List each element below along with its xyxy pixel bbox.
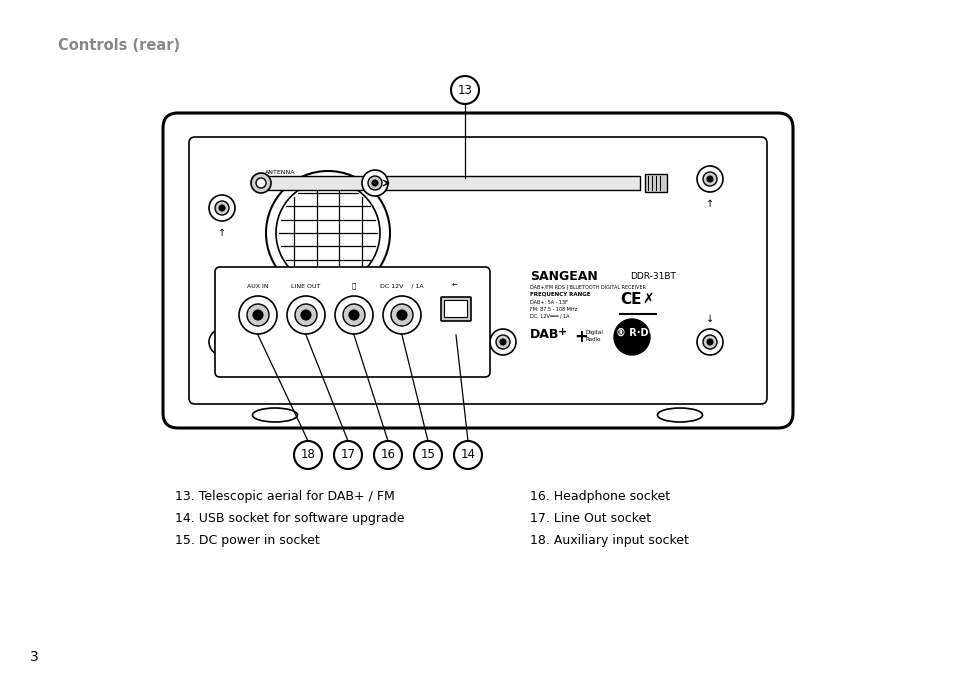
- Text: ←: ←: [452, 282, 459, 288]
- Circle shape: [396, 310, 407, 320]
- Circle shape: [361, 170, 388, 196]
- Text: ↓: ↓: [217, 314, 226, 324]
- Text: 18: 18: [300, 448, 315, 462]
- Text: +: +: [574, 328, 587, 346]
- Circle shape: [496, 335, 510, 349]
- Circle shape: [372, 180, 377, 186]
- FancyBboxPatch shape: [189, 137, 766, 404]
- Text: ANTENNA: ANTENNA: [265, 170, 295, 174]
- FancyBboxPatch shape: [214, 267, 490, 377]
- FancyBboxPatch shape: [440, 297, 471, 321]
- Circle shape: [247, 304, 269, 326]
- Circle shape: [209, 329, 234, 355]
- Text: LINE OUT: LINE OUT: [291, 284, 320, 289]
- Circle shape: [490, 329, 516, 355]
- Text: SANGEAN: SANGEAN: [530, 270, 598, 283]
- Bar: [644, 174, 666, 192]
- Bar: [263, 176, 639, 190]
- Circle shape: [454, 441, 481, 469]
- Circle shape: [294, 441, 322, 469]
- Text: FREQUENCY RANGE: FREQUENCY RANGE: [530, 292, 590, 297]
- Circle shape: [275, 181, 379, 285]
- Circle shape: [614, 319, 649, 355]
- Circle shape: [697, 166, 722, 192]
- Text: ✗: ✗: [641, 292, 653, 306]
- Text: DDR-31BT: DDR-31BT: [629, 272, 675, 281]
- Text: DC 12V    / 1A: DC 12V / 1A: [380, 284, 423, 289]
- Circle shape: [287, 296, 325, 334]
- Text: 17: 17: [340, 448, 355, 462]
- Circle shape: [697, 329, 722, 355]
- Text: 3: 3: [30, 650, 39, 664]
- Circle shape: [702, 335, 717, 349]
- Circle shape: [209, 195, 234, 221]
- Text: 15: 15: [420, 448, 435, 462]
- Text: ↑: ↑: [705, 199, 713, 209]
- Circle shape: [368, 176, 381, 190]
- Circle shape: [414, 441, 441, 469]
- FancyBboxPatch shape: [444, 301, 467, 318]
- FancyBboxPatch shape: [163, 113, 792, 428]
- Text: 15. DC power in socket: 15. DC power in socket: [174, 534, 319, 547]
- Circle shape: [253, 310, 263, 320]
- Text: DC: 12V═══ / 1A: DC: 12V═══ / 1A: [530, 314, 569, 319]
- Circle shape: [343, 304, 365, 326]
- Circle shape: [335, 296, 373, 334]
- Ellipse shape: [253, 408, 297, 422]
- Circle shape: [266, 171, 390, 295]
- Circle shape: [214, 335, 229, 349]
- Text: 18. Auxiliary input socket: 18. Auxiliary input socket: [530, 534, 688, 547]
- Circle shape: [294, 304, 316, 326]
- Text: AUX IN: AUX IN: [247, 284, 269, 289]
- Circle shape: [499, 339, 505, 345]
- Circle shape: [702, 172, 717, 186]
- Circle shape: [334, 441, 361, 469]
- Ellipse shape: [657, 408, 701, 422]
- Circle shape: [391, 304, 413, 326]
- Circle shape: [374, 441, 401, 469]
- Circle shape: [251, 173, 271, 193]
- Circle shape: [219, 205, 225, 211]
- Circle shape: [706, 176, 712, 182]
- Text: CE: CE: [619, 292, 640, 307]
- Text: 16: 16: [380, 448, 395, 462]
- Circle shape: [382, 296, 420, 334]
- Circle shape: [706, 339, 712, 345]
- Text: ↑: ↑: [217, 228, 226, 238]
- Circle shape: [349, 310, 358, 320]
- Text: 14. USB socket for software upgrade: 14. USB socket for software upgrade: [174, 512, 404, 525]
- Text: +: +: [558, 327, 567, 337]
- Circle shape: [239, 296, 276, 334]
- Text: ↓: ↓: [705, 314, 713, 324]
- Text: 13: 13: [457, 83, 472, 96]
- Circle shape: [451, 76, 478, 104]
- Text: DAB+/FM RDS | BLUETOOTH DIGITAL RECEIVER: DAB+/FM RDS | BLUETOOTH DIGITAL RECEIVER: [530, 284, 645, 289]
- Circle shape: [301, 310, 311, 320]
- Circle shape: [255, 178, 266, 188]
- Text: 13. Telescopic aerial for DAB+ / FM: 13. Telescopic aerial for DAB+ / FM: [174, 490, 395, 503]
- Text: FM: 87.5 - 108 MHz: FM: 87.5 - 108 MHz: [530, 307, 577, 312]
- Text: 14: 14: [460, 448, 475, 462]
- Text: Controls (rear): Controls (rear): [58, 38, 180, 53]
- Text: 17. Line Out socket: 17. Line Out socket: [530, 512, 651, 525]
- Text: DAB+: 5A - 13F: DAB+: 5A - 13F: [530, 300, 567, 305]
- Circle shape: [214, 201, 229, 215]
- Text: ® R·D·S: ® R·D·S: [616, 328, 659, 338]
- Text: Digital
Radio: Digital Radio: [585, 330, 603, 342]
- Circle shape: [219, 339, 225, 345]
- Text: DAB: DAB: [530, 328, 558, 341]
- Text: 16. Headphone socket: 16. Headphone socket: [530, 490, 669, 503]
- Text: 🎧: 🎧: [352, 282, 355, 289]
